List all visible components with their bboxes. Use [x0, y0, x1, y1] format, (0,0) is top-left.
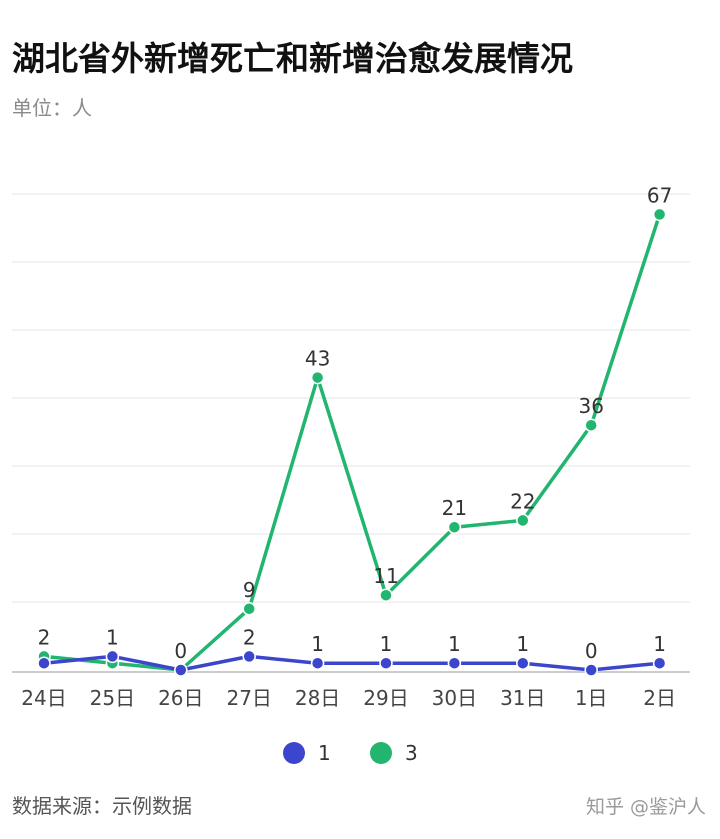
series-line-3 — [42, 212, 662, 672]
x-tick-label: 1日 — [575, 686, 608, 710]
data-point — [105, 649, 120, 664]
data-label: 1 — [516, 632, 529, 656]
data-label: 2 — [243, 625, 256, 649]
data-label: 67 — [647, 183, 672, 207]
data-point — [447, 656, 462, 670]
data-label: 11 — [373, 564, 398, 588]
x-tick-label: 27日 — [226, 686, 271, 710]
x-tick-label: 28日 — [295, 686, 340, 710]
line-chart: 24日 25日 26日 27日 28日 29日 30日 31日 1日 2日1 2 1 1 1 1 0 12094… — [12, 183, 690, 765]
data-label: 2 — [38, 625, 51, 649]
x-tick-label: 30日 — [432, 686, 477, 710]
source-label: 数据来源：示例数据 — [12, 794, 192, 818]
data-label: 22 — [510, 489, 535, 513]
x-tick-label: 24日 — [21, 686, 66, 710]
data-label: 1 — [448, 632, 461, 656]
x-tick-label: 25日 — [90, 686, 135, 710]
x-tick-label: 31日 — [500, 686, 545, 710]
legend-label-1: 1 — [318, 741, 331, 765]
data-label: 21 — [442, 496, 467, 520]
data-point — [379, 588, 393, 602]
chart-title: 湖北省外新增死亡和新增治愈发展情况 — [12, 39, 573, 78]
x-tick-label: 2日 — [643, 686, 676, 710]
watermark: 知乎 @鉴沪人 — [585, 796, 706, 818]
data-label: 1 — [106, 625, 119, 649]
x-tick-label: 26日 — [158, 686, 203, 710]
data-label: 9 — [243, 578, 256, 602]
data-point — [242, 649, 256, 664]
unit-label: 单位：人 — [12, 96, 92, 120]
data-label: 36 — [578, 394, 603, 418]
data-point — [37, 656, 51, 670]
data-point — [242, 602, 256, 616]
data-point — [516, 656, 530, 670]
data-point — [310, 370, 325, 385]
data-point — [310, 656, 325, 670]
data-label: 1 — [311, 632, 324, 656]
data-point — [652, 207, 667, 222]
series-line-1 — [42, 654, 662, 672]
data-point — [447, 520, 462, 534]
x-tick-label: 29日 — [363, 686, 408, 710]
data-label: 1 — [653, 632, 666, 656]
data-label: 43 — [305, 347, 330, 371]
data-point — [516, 513, 530, 528]
data-label: 1 — [380, 632, 393, 656]
data-point — [652, 656, 667, 670]
data-point — [584, 663, 598, 677]
data-point — [379, 656, 393, 670]
legend-label-3: 3 — [405, 741, 418, 765]
data-point — [174, 663, 188, 677]
data-label: 0 — [174, 639, 187, 663]
data-label: 0 — [585, 639, 598, 663]
legend-marker-1 — [283, 742, 305, 764]
data-point — [584, 418, 598, 432]
legend-marker-3 — [370, 742, 392, 764]
